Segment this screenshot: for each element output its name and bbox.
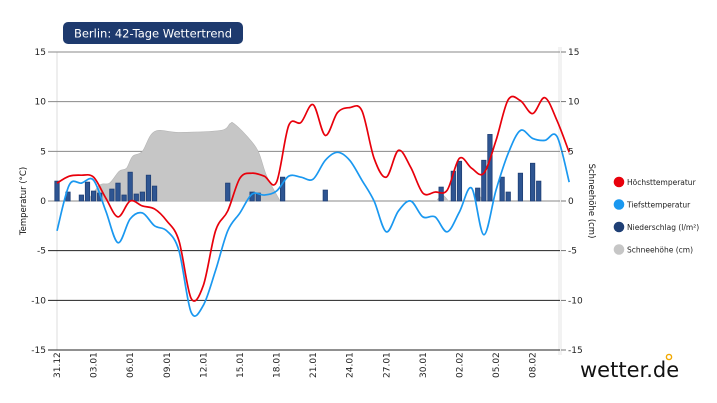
title-badge-bg (63, 22, 243, 44)
legend-marker-icon (613, 244, 625, 255)
y2-tick-label: -5 (568, 247, 577, 257)
y2-tick-label: 0 (568, 197, 574, 207)
precipitation-bar (505, 191, 511, 202)
precipitation-bar (536, 180, 542, 202)
precipitation-bar (499, 176, 505, 202)
precipitation-bar (438, 186, 444, 202)
precipitation-bar (530, 162, 536, 202)
precipitation-layer (54, 134, 542, 202)
precipitation-bar (127, 171, 133, 202)
x-tick-label: 30.01 (419, 352, 429, 378)
precipitation-bar (145, 174, 152, 202)
wetter-de-logo: wetter.de (580, 353, 679, 382)
x-tick-label: 27.01 (382, 352, 392, 378)
x-tick-label: 18.01 (273, 352, 283, 378)
x-tick-label: 21.01 (309, 352, 319, 378)
precipitation-bar (109, 188, 115, 202)
x-tick-label: 31.12 (53, 352, 63, 378)
x-tick-label: 02.02 (455, 352, 465, 378)
max-temperature-line (56, 95, 570, 302)
precipitation-bar (151, 185, 158, 202)
precipitation-bar (54, 180, 60, 202)
legend-marker-icon (613, 176, 625, 188)
x-tick-label: 09.01 (163, 352, 173, 378)
y-tick-label: 5 (40, 147, 46, 157)
min-temperature-line (56, 129, 571, 317)
precipitation-bar (517, 172, 524, 202)
y-axis-title: Temperatur (°C) (19, 167, 29, 236)
y2-axis-title: Schneehöhe (cm) (586, 164, 596, 239)
precipitation-bar (456, 160, 463, 202)
precipitation-bar (475, 187, 481, 202)
x-tick-label: 03.01 (90, 352, 100, 378)
y2-tick-label: 5 (568, 147, 574, 157)
x-tick-label: 08.02 (529, 352, 539, 378)
y-tick-label: -5 (37, 247, 46, 257)
title-badge: Berlin: 42-Tage Wettertrend (63, 22, 243, 44)
precipitation-bar (115, 182, 121, 202)
legend-label: Höchsttemperatur (627, 178, 697, 187)
y2-tick-label: 10 (568, 98, 580, 108)
y-tick-label: 15 (35, 48, 46, 58)
temperature-lines (56, 95, 571, 317)
x-axis-ticks: 31.12 03.01 06.01 09.01 12.01 15.01 18.01 21.01… (53, 352, 539, 378)
precipitation-bar (139, 191, 145, 202)
precipitation-bar (133, 193, 139, 202)
x-tick-label: 24.01 (346, 352, 356, 378)
legend: Höchsttemperatur Tiefsttemperatur Niedersc… (613, 176, 699, 255)
precipitation-bar (322, 189, 328, 202)
chart-title: Berlin: 42-Tage Wettertrend (74, 27, 232, 41)
logo-text: wetter.de (580, 358, 679, 382)
y-tick-label: 0 (40, 197, 46, 207)
precipitation-bar (121, 194, 127, 202)
legend-label: Tiefsttemperatur (626, 200, 691, 209)
y-axis-ticks: 15 15 10 10 5 5 0 0 -5 -5 -10 -10 -15 -15 (31, 48, 583, 356)
y-tick-label: 10 (35, 98, 47, 108)
x-tick-label: 06.01 (126, 352, 136, 378)
precipitation-bar (78, 194, 84, 202)
x-tick-label: 15.01 (236, 352, 246, 378)
y2-tick-label: -15 (568, 346, 583, 356)
precipitation-bar (90, 190, 97, 202)
x-tick-label: 05.02 (492, 352, 502, 378)
snow-depth-area (86, 121, 281, 202)
y2-tick-label: 15 (568, 48, 579, 58)
precipitation-bar (481, 159, 487, 202)
logo-dot-icon (665, 353, 673, 361)
y2-tick-label: -10 (568, 296, 583, 306)
y-tick-label: -10 (31, 296, 46, 306)
precipitation-bar (225, 182, 231, 202)
legend-marker-icon (613, 199, 625, 210)
legend-label: Schneehöhe (cm) (627, 245, 693, 254)
precipitation-bar (487, 134, 493, 202)
y-tick-label: -15 (31, 346, 46, 356)
legend-label: Niederschlag (l/m²) (627, 223, 699, 232)
precipitation-bar (280, 176, 286, 202)
legend-marker-icon (613, 221, 625, 233)
precipitation-bar (84, 181, 91, 202)
x-tick-label: 12.01 (199, 352, 209, 378)
